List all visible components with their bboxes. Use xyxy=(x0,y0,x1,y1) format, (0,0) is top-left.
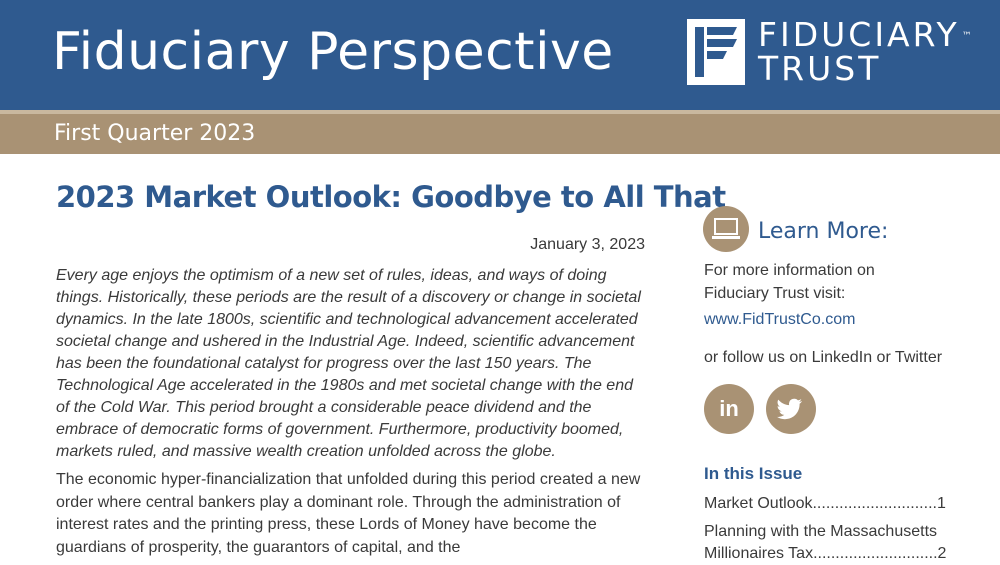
info-line-1: For more information on xyxy=(704,262,875,279)
linkedin-icon: in xyxy=(719,396,739,421)
issue-label: First Quarter 2023 xyxy=(54,121,256,146)
publication-title: Fiduciary Perspective xyxy=(52,22,614,82)
toc-item-market-outlook[interactable]: Market Outlook..........................… xyxy=(704,495,946,512)
laptop-icon xyxy=(703,206,749,252)
info-line-2: Fiduciary Trust visit: xyxy=(704,285,846,302)
article-intro: Every age enjoys the optimism of a new s… xyxy=(56,267,641,460)
article-body: The economic hyper-financialization that… xyxy=(56,471,641,556)
twitter-bird-icon xyxy=(777,398,802,420)
linkedin-button[interactable]: in xyxy=(704,384,754,434)
fiduciary-f-logo-icon xyxy=(687,19,745,85)
article-title: 2023 Market Outlook: Goodbye to All That xyxy=(56,180,726,214)
twitter-button[interactable] xyxy=(766,384,816,434)
website-link[interactable]: www.FidTrustCo.com xyxy=(704,311,856,328)
issue-bar: First Quarter 2023 xyxy=(0,110,1000,154)
follow-text: or follow us on LinkedIn or Twitter xyxy=(704,349,943,366)
learn-more-heading: Learn More: xyxy=(758,219,889,244)
toc-item-massachusetts-tax[interactable]: Planning with the Massachusetts Milliona… xyxy=(704,523,947,562)
article-date: January 3, 2023 xyxy=(530,236,645,253)
brand-logo-text: FIDUCIARY ™ TRUST xyxy=(758,15,972,88)
masthead: Fiduciary Perspective FIDUCIARY ™ TRUST xyxy=(0,0,1000,110)
in-this-issue-heading: In this Issue xyxy=(704,464,803,483)
